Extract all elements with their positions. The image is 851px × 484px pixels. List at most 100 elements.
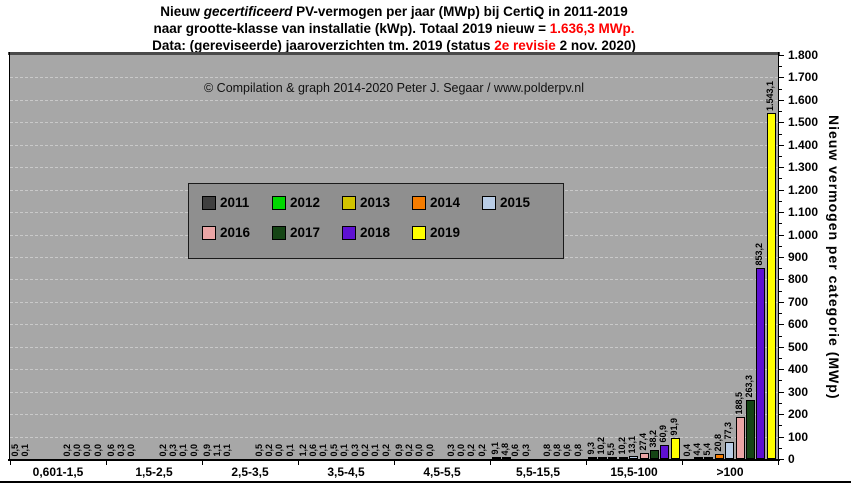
y-major-tick bbox=[779, 346, 784, 348]
bar-label-y2011-cat2: 0,6 bbox=[105, 444, 116, 457]
bar-label-y2015-cat7: 13,1 bbox=[627, 436, 638, 454]
bar-label-y2016-cat5: 0,3 bbox=[445, 444, 456, 457]
y-major-tick bbox=[779, 301, 784, 303]
y-axis-tick-label: 500 bbox=[788, 339, 809, 354]
legend-item-2016: 2016 bbox=[202, 225, 272, 240]
bar-y2011-cat7 bbox=[587, 457, 597, 459]
bar-label-y2013-cat6: 0,6 bbox=[510, 444, 521, 457]
y-minor-tick bbox=[779, 245, 782, 247]
legend-swatch-2019 bbox=[412, 225, 426, 240]
bar-label-y2019-cat6: 0,8 bbox=[572, 444, 583, 457]
y-axis-tick-label: 1.300 bbox=[788, 160, 819, 175]
x-axis-category-label: 15,5-100 bbox=[610, 465, 658, 479]
legend-label-2014: 2014 bbox=[430, 195, 461, 210]
legend-item-2011: 2011 bbox=[202, 195, 272, 210]
y-axis-tick-label: 1.500 bbox=[788, 115, 819, 130]
image-bottom-rule bbox=[0, 481, 851, 483]
y-axis-tick-label: 600 bbox=[788, 317, 809, 332]
y-axis-tick-label: 800 bbox=[788, 272, 809, 287]
x-axis-tick bbox=[106, 461, 107, 465]
bar-label-y2019-cat1: 0,0 bbox=[92, 444, 103, 457]
legend-label-2012: 2012 bbox=[290, 195, 321, 210]
y-minor-tick bbox=[779, 268, 782, 270]
bar-y2016-cat8 bbox=[735, 417, 745, 459]
legend-label-2018: 2018 bbox=[360, 225, 391, 240]
bar-label-y2017-cat8: 263,3 bbox=[744, 375, 754, 398]
x-axis-category-label: >100 bbox=[716, 465, 744, 479]
x-axis-category-label: 5,5-15,5 bbox=[515, 465, 561, 479]
bar-y2018-cat7 bbox=[660, 445, 670, 459]
plot-area: © Compilation & graph 2014-2020 Peter J.… bbox=[10, 55, 778, 459]
bar-label-y2016-cat7: 27,4 bbox=[637, 433, 648, 451]
y-axis-tick-label: 400 bbox=[788, 362, 809, 377]
bar-y2014-cat7 bbox=[618, 457, 628, 459]
bar-label-y2013-cat5: 0,0 bbox=[414, 444, 425, 457]
bar-y2019-cat7 bbox=[670, 438, 680, 459]
legend-swatch-2018 bbox=[342, 225, 356, 240]
legend-label-2017: 2017 bbox=[290, 225, 321, 240]
y-major-tick bbox=[779, 391, 784, 393]
x-axis-category-label: 1,5-2,5 bbox=[135, 465, 173, 479]
y-minor-tick bbox=[779, 133, 782, 135]
bar-y2012-cat8 bbox=[694, 457, 703, 459]
bar-label-y2016-cat2: 0,2 bbox=[157, 444, 168, 457]
y-minor-tick bbox=[779, 156, 782, 157]
x-axis-tick bbox=[586, 461, 587, 465]
x-axis-tick bbox=[298, 461, 299, 465]
y-major-tick bbox=[779, 189, 784, 191]
y-minor-tick bbox=[779, 425, 782, 427]
y-major-tick bbox=[779, 144, 784, 146]
bar-y2012-cat7 bbox=[598, 457, 607, 459]
bar-y2015-cat7 bbox=[629, 456, 639, 459]
bar-label-y2011-cat5: 0,9 bbox=[393, 444, 404, 457]
legend-swatch-2015 bbox=[482, 195, 496, 210]
x-axis-category-label: 0,601-1,5 bbox=[32, 465, 84, 479]
bar-label-y2016-cat8: 188,5 bbox=[733, 392, 744, 415]
y-minor-tick bbox=[779, 380, 782, 382]
bar-label-y2019-cat5: 0,2 bbox=[476, 444, 487, 457]
title-line-2: naar grootte-klasse van installatie (kWp… bbox=[153, 21, 635, 36]
bar-label-y2011-cat4: 1,2 bbox=[297, 444, 308, 457]
legend-item-2012: 2012 bbox=[272, 195, 342, 210]
bar-label-y2015-cat4: 0,1 bbox=[339, 444, 350, 457]
x-axis-category-label: 3,5-4,5 bbox=[327, 465, 365, 479]
bar-label-y2014-cat5: 0,0 bbox=[424, 444, 435, 457]
bar-label-y2018-cat4: 0,1 bbox=[370, 444, 381, 457]
y-minor-tick bbox=[779, 335, 782, 337]
y-minor-tick bbox=[779, 313, 782, 315]
y-major-tick bbox=[779, 257, 784, 258]
legend-row-1: 2011 2012 2013 2014 2015 bbox=[202, 195, 563, 210]
gridline bbox=[10, 301, 778, 303]
y-major-tick bbox=[779, 414, 784, 416]
bar-label-y2011-cat7: 9,3 bbox=[585, 442, 596, 455]
y-major-tick bbox=[779, 279, 784, 281]
x-axis-line bbox=[8, 459, 780, 461]
y-major-tick bbox=[779, 167, 784, 169]
gridline bbox=[10, 436, 778, 438]
bar-label-y2019-cat3: 0,1 bbox=[284, 444, 295, 457]
y-minor-tick bbox=[779, 447, 782, 449]
bar-label-y2018-cat6: 0,6 bbox=[562, 444, 573, 457]
bar-y2011-cat6 bbox=[491, 457, 501, 459]
title-revision-status: 2e revisie bbox=[494, 38, 556, 53]
bar-label-y2011-cat8: 0,4 bbox=[681, 444, 692, 457]
y-minor-tick bbox=[779, 88, 782, 90]
y-minor-tick bbox=[779, 402, 782, 404]
x-axis-category-label: 4,5-5,5 bbox=[423, 465, 461, 479]
gridline bbox=[10, 346, 778, 348]
legend-swatch-2011 bbox=[202, 195, 216, 210]
bar-label-y2019-cat8: 1.543,1 bbox=[764, 80, 775, 111]
gridline bbox=[10, 414, 778, 416]
bar-y2017-cat8 bbox=[746, 400, 755, 459]
x-axis-tick bbox=[202, 461, 203, 465]
y-axis-tick-label: 700 bbox=[788, 294, 809, 309]
bar-label-y2013-cat4: 0,1 bbox=[318, 444, 329, 457]
bar-label-y2013-cat8: 5,4 bbox=[702, 443, 713, 456]
bar-label-y2013-cat2: 0,0 bbox=[126, 444, 137, 457]
y-axis-line bbox=[778, 52, 779, 461]
bar-label-y2011-cat6: 9,1 bbox=[489, 442, 500, 455]
legend-swatch-2016 bbox=[202, 225, 216, 240]
gridline bbox=[10, 391, 778, 393]
y-major-tick bbox=[779, 212, 784, 214]
bar-y2015-cat8 bbox=[725, 442, 735, 459]
